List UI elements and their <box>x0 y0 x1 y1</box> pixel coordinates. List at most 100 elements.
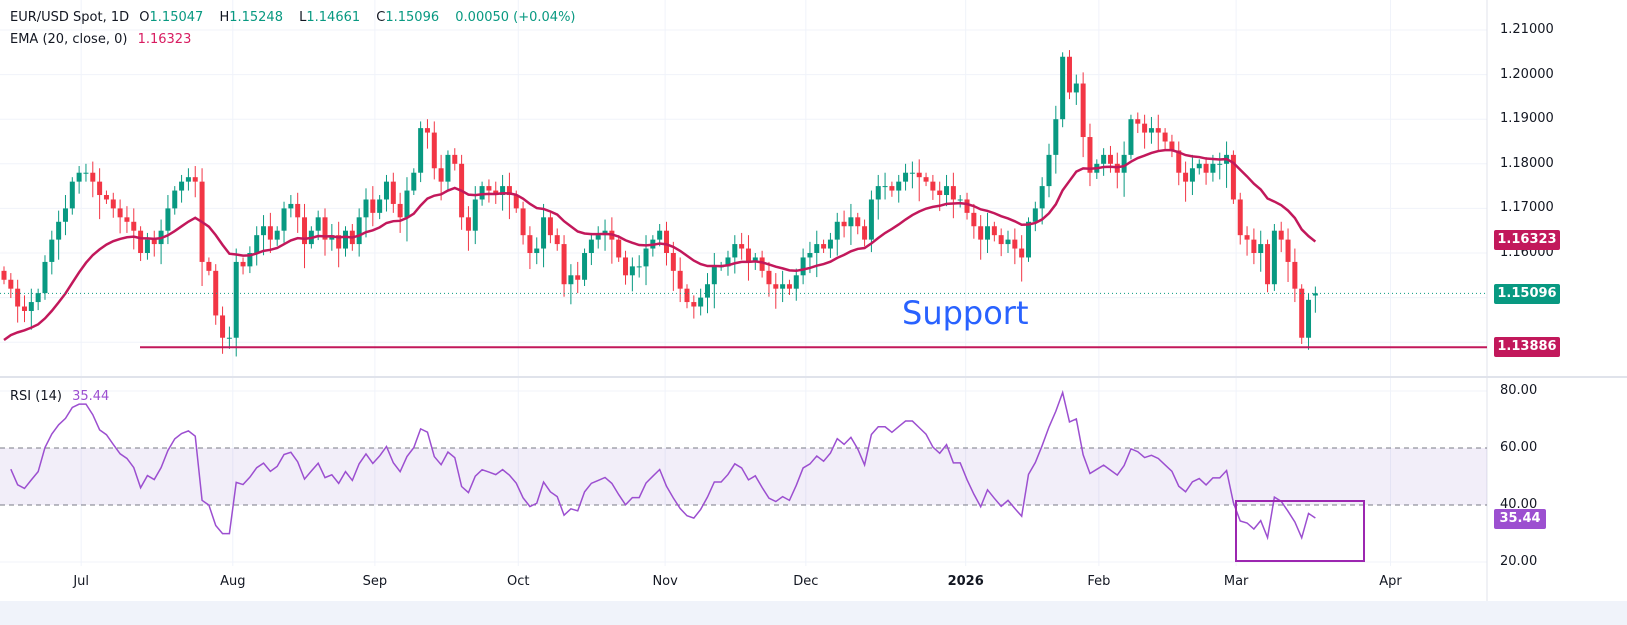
candle-body <box>363 199 369 218</box>
candle-body <box>76 172 82 182</box>
candle-body <box>1046 154 1052 187</box>
candle-body <box>172 190 178 209</box>
time-tick-label: Oct <box>507 574 530 589</box>
candle-body <box>684 288 690 303</box>
candle-body <box>220 315 226 338</box>
candle-body <box>431 132 437 169</box>
candle-body <box>629 266 635 276</box>
candle-body <box>103 195 109 200</box>
candle-body <box>780 284 786 289</box>
high-value: 1.15248 <box>229 10 283 25</box>
candle-body <box>786 284 792 289</box>
candle-body <box>834 221 840 240</box>
candle-body <box>1265 244 1271 285</box>
candle-body <box>377 199 383 213</box>
symbol-title[interactable]: EUR/USD Spot, 1D <box>10 10 130 25</box>
candle-body <box>739 244 745 249</box>
candle-body <box>261 226 267 236</box>
candle-body <box>90 172 96 182</box>
ema-label[interactable]: EMA (20, close, 0) <box>10 32 128 47</box>
candle-body <box>1312 293 1318 296</box>
candle-body <box>704 284 710 298</box>
candle-body <box>336 235 342 249</box>
candle-body <box>752 257 758 262</box>
candle-body <box>664 230 670 253</box>
candle-body <box>1292 261 1298 289</box>
candle-body <box>179 181 185 191</box>
candle-body <box>1121 154 1127 173</box>
candle-body <box>1101 154 1107 164</box>
candle-body <box>527 235 533 253</box>
candle-body <box>1039 186 1045 209</box>
time-tick-label: 2026 <box>947 574 984 589</box>
candle-body <box>759 257 765 271</box>
candle-body <box>1 270 7 280</box>
candle-body <box>418 128 424 173</box>
time-tick-label: Dec <box>793 574 819 589</box>
candle-body <box>978 226 984 240</box>
candle-body <box>404 190 410 218</box>
candle-body <box>144 239 150 253</box>
candle-body <box>233 261 239 338</box>
rsi-value: 35.44 <box>72 389 110 404</box>
candle-body <box>21 306 27 311</box>
candle-body <box>465 217 471 231</box>
candle-body <box>343 230 348 249</box>
candle-body <box>1237 199 1243 236</box>
candle-body <box>1251 239 1257 253</box>
candle-body <box>814 244 820 253</box>
candle-body <box>1306 299 1312 338</box>
candle-body <box>192 177 198 182</box>
candle-body <box>541 217 547 249</box>
candle-body <box>1012 239 1018 249</box>
candle-body <box>254 235 260 253</box>
symbol-legend: EUR/USD Spot, 1D O1.15047 H1.15248 L1.14… <box>10 10 582 25</box>
price-tick-label: 1.21000 <box>1500 22 1554 37</box>
candle-body <box>923 177 929 182</box>
candle-body <box>240 261 246 267</box>
candle-body <box>390 181 396 204</box>
candle-body <box>882 186 888 188</box>
price-tick-label: 1.19000 <box>1500 111 1554 127</box>
candle-body <box>206 261 212 271</box>
candle-body <box>1087 137 1093 173</box>
candle-body <box>322 217 328 240</box>
candle-body <box>657 230 663 240</box>
candle-body <box>1073 83 1079 93</box>
support-annotation[interactable]: Support <box>902 294 1029 332</box>
candle-body <box>916 172 922 178</box>
candle-body <box>1196 163 1202 169</box>
candle-body <box>636 266 642 268</box>
ema-line <box>3 148 1317 341</box>
candle-body <box>486 186 492 191</box>
rsi-value-badge: 35.44 <box>1494 509 1546 529</box>
candle-body <box>1005 239 1011 245</box>
rsi-tick-label: 40.00 <box>1500 497 1538 512</box>
candle-body <box>732 244 738 258</box>
candle-body <box>875 186 881 200</box>
candle-body <box>1230 154 1236 200</box>
candle-body <box>1026 221 1031 258</box>
candle-body <box>83 172 89 174</box>
candle-body <box>281 208 287 231</box>
candle-body <box>42 261 48 294</box>
candle-body <box>1271 230 1277 285</box>
candle-body <box>1019 248 1025 258</box>
candle-body <box>1176 150 1182 173</box>
candle-body <box>1285 239 1291 262</box>
rsi-label[interactable]: RSI (14) <box>10 389 62 404</box>
candle-body <box>56 221 62 240</box>
candle-body <box>1135 119 1141 124</box>
candle-body <box>274 230 280 240</box>
candle-body <box>568 275 574 285</box>
candle-body <box>479 186 485 200</box>
candle-body <box>506 186 512 196</box>
candle-body <box>1148 128 1154 133</box>
candle-body <box>247 253 253 267</box>
candle-body <box>889 186 895 191</box>
candle-body <box>302 217 308 245</box>
candle-body <box>698 297 704 307</box>
rsi-tick-label: 80.00 <box>1500 383 1538 398</box>
